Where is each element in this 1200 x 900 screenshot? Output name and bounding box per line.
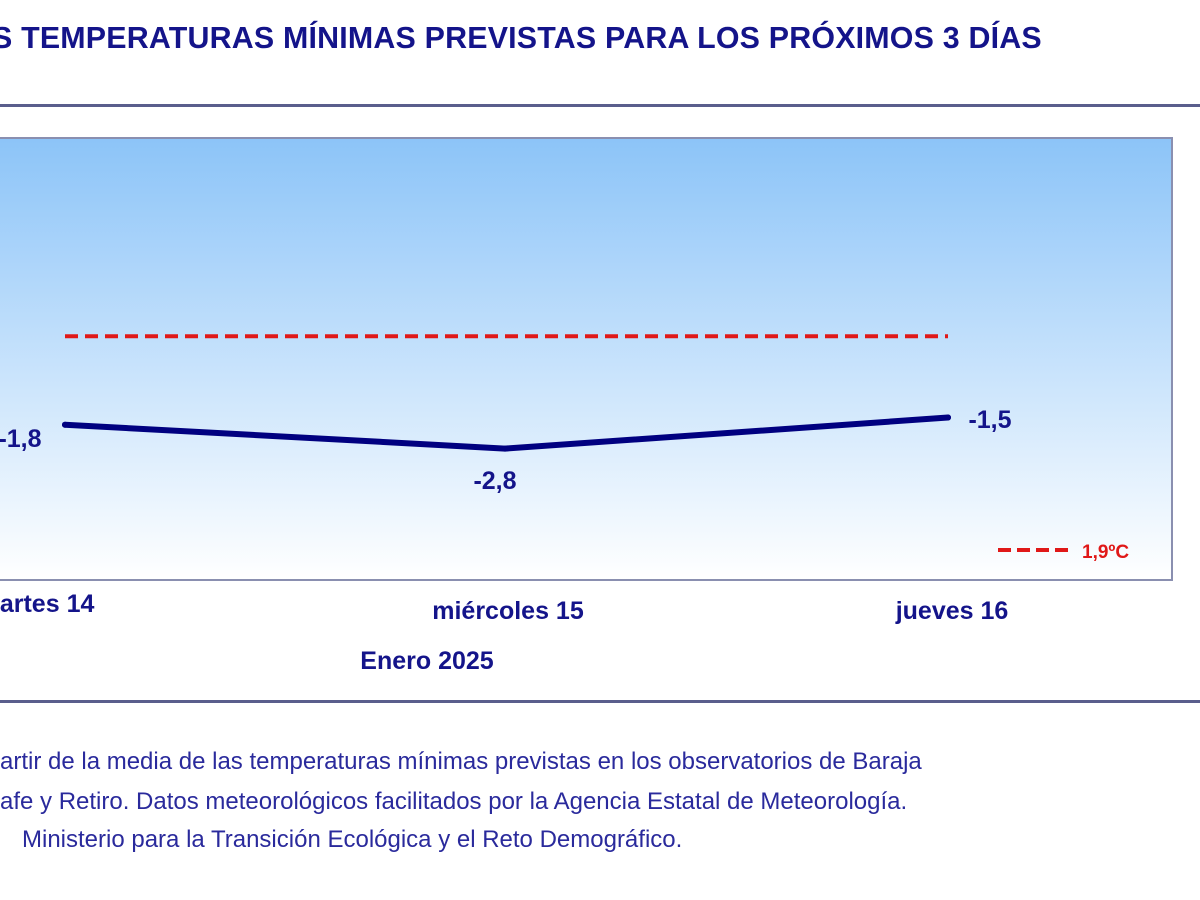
- x-tick-label: martes 14: [0, 590, 94, 618]
- bottom-divider: [0, 700, 1200, 703]
- plot-area: [0, 137, 1173, 581]
- data-label: -2,8: [473, 467, 516, 495]
- footnote-line: artir de la media de las temperaturas mí…: [0, 748, 922, 775]
- legend-label: 1,9ºC: [1082, 542, 1129, 563]
- chart-title: S TEMPERATURAS MÍNIMAS PREVISTAS PARA LO…: [0, 20, 1042, 55]
- footnote-line: afe y Retiro. Datos meteorológicos facil…: [0, 788, 908, 815]
- top-divider: [0, 104, 1200, 107]
- x-tick-label: jueves 16: [895, 597, 1009, 625]
- data-point: [945, 414, 951, 421]
- x-tick-label: miércoles 15: [432, 597, 584, 625]
- data-label: -1,5: [968, 406, 1011, 434]
- data-point: [62, 421, 68, 428]
- data-point: [502, 445, 508, 452]
- footnote-line: Ministerio para la Transición Ecológica …: [22, 826, 683, 853]
- data-label: -1,8: [0, 425, 42, 453]
- x-axis-label: Enero 2025: [360, 647, 494, 675]
